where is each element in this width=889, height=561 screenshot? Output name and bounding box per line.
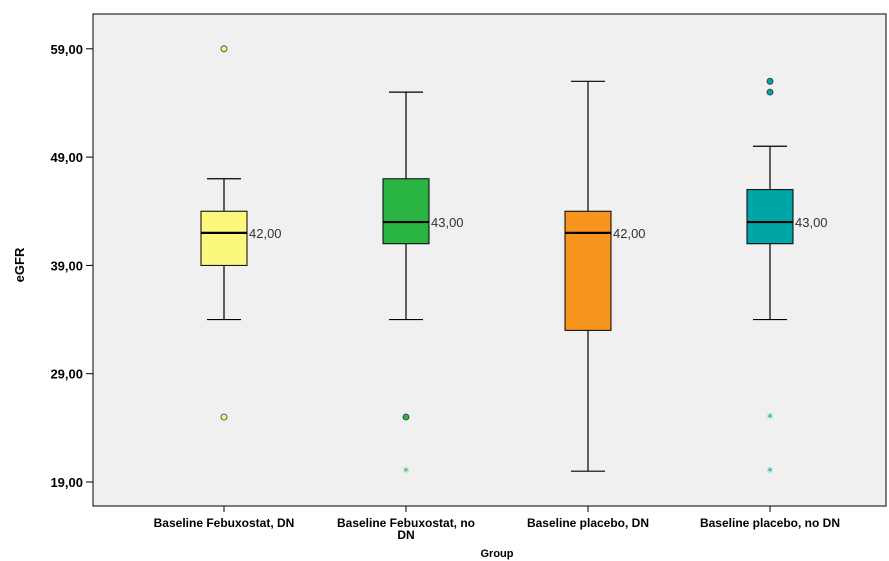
iqr-box: [564, 210, 612, 331]
median-label: 42,00: [249, 226, 282, 241]
extreme-point: *: [403, 465, 409, 479]
iqr-box: [382, 178, 430, 245]
median-label: 43,00: [431, 215, 464, 230]
y-tick-label: 19,00: [50, 475, 83, 490]
box-group: 42,00: [564, 80, 646, 472]
median-label: 43,00: [795, 215, 828, 230]
y-axis-title: eGFR: [12, 247, 27, 282]
median-label: 42,00: [613, 226, 646, 241]
outlier-point: [220, 413, 228, 421]
outlier-point: [766, 88, 774, 96]
boxes: 42,00 43,00 * 42,00 43,00 * *: [200, 45, 828, 479]
x-tick-label: Baseline placebo, DN: [527, 516, 649, 530]
box-group: 42,00: [200, 45, 282, 421]
outlier-point: [402, 413, 410, 421]
y-tick-label: 49,00: [50, 150, 83, 165]
x-axis-title: Group: [481, 548, 514, 560]
extreme-point: *: [767, 465, 773, 479]
x-axis: Baseline Febuxostat, DN Baseline Febuxost…: [154, 506, 840, 542]
y-axis: 19,00 29,00 39,00 49,00 59,00: [50, 42, 93, 490]
x-tick-label: DN: [397, 528, 414, 542]
y-tick-label: 59,00: [50, 42, 83, 57]
iqr-box: [200, 210, 248, 266]
extreme-point: *: [767, 411, 773, 425]
box-group: 43,00 * *: [746, 77, 828, 479]
y-tick-label: 29,00: [50, 367, 83, 382]
x-tick-label: Baseline Febuxostat, DN: [154, 516, 295, 530]
outlier-point: [766, 77, 774, 85]
outlier-point: [220, 45, 228, 53]
y-tick-label: 39,00: [50, 258, 83, 273]
x-tick-label: Baseline placebo, no DN: [700, 516, 840, 530]
iqr-box: [746, 189, 794, 245]
x-tick-label: Baseline Febuxostat, no: [337, 516, 475, 530]
box-group: 43,00 *: [382, 91, 464, 479]
